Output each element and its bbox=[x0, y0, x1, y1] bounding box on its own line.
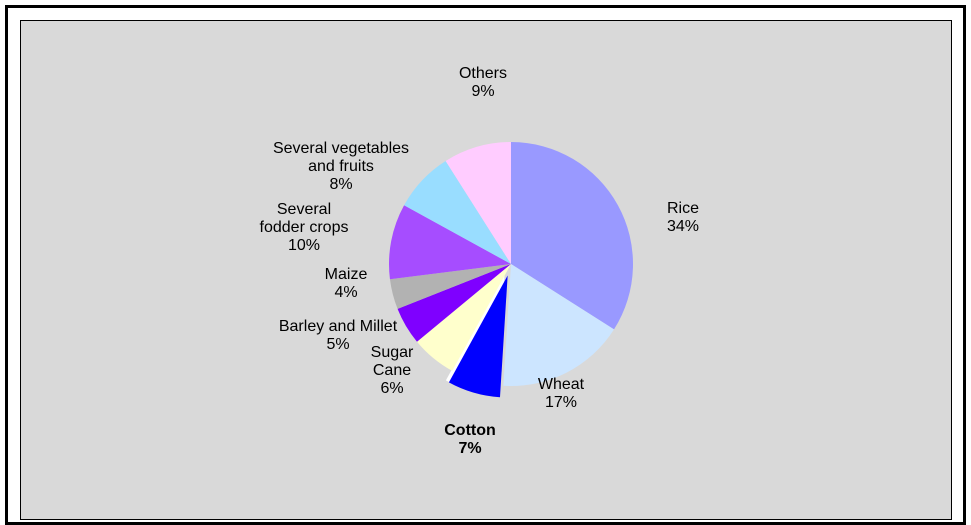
slice-label-name: Rice bbox=[667, 200, 699, 217]
pie-slice-wheat[interactable] bbox=[503, 264, 615, 386]
slice-label-cotton: Cotton 7% bbox=[444, 422, 496, 457]
slice-label-percent: 6% bbox=[380, 380, 403, 397]
slice-label-several-fodder-crops: Several fodder crops 10% bbox=[260, 201, 349, 254]
slice-label-others: Others 9% bbox=[459, 65, 507, 100]
plot-area: Rice 34% Wheat 17% Cotton 7% Sugar Cane 6% Barley… bbox=[20, 20, 952, 520]
pie-slice-several-vegetables-and-fruits[interactable] bbox=[404, 160, 511, 264]
slice-label-name: Sugar bbox=[371, 344, 414, 361]
slice-label-percent: 9% bbox=[471, 83, 494, 100]
slice-label-barley-and-millet: Barley and Millet 5% bbox=[279, 318, 398, 353]
slice-label-rice: Rice 34% bbox=[667, 200, 699, 235]
pie-chart: Rice 34%Wheat 17%Cotton 7%Sugar Cane 6%Barley… bbox=[260, 65, 700, 457]
slices-layer bbox=[389, 142, 633, 398]
slice-label-percent: 17% bbox=[545, 394, 577, 411]
slice-label-percent: 8% bbox=[329, 176, 352, 193]
pie-slice-barley-and-millet[interactable] bbox=[397, 264, 511, 342]
slice-label-name: Maize bbox=[325, 266, 368, 283]
pie-slice-rice[interactable] bbox=[511, 142, 633, 330]
slice-label-sugar-cane: Sugar Cane 6% bbox=[371, 344, 414, 397]
slice-label-name: Cotton bbox=[444, 422, 496, 439]
slice-label-name: Others bbox=[459, 65, 507, 82]
slice-label-name: Several vegetables bbox=[273, 140, 409, 157]
slice-label-name: Wheat bbox=[538, 376, 585, 393]
pie-slice-cotton[interactable] bbox=[448, 275, 508, 398]
slice-label-name: and fruits bbox=[308, 158, 374, 175]
slice-label-name: fodder crops bbox=[260, 219, 349, 236]
slice-label-wheat: Wheat 17% bbox=[538, 376, 585, 411]
chart-frame: Rice 34% Wheat 17% Cotton 7% Sugar Cane 6% Barley… bbox=[5, 5, 966, 525]
slice-label-several-vegetables-and-fruits: Several vegetables and fruits 8% bbox=[273, 140, 409, 193]
pie-slice-several-fodder-crops[interactable] bbox=[389, 205, 511, 280]
slice-label-percent: 5% bbox=[326, 336, 349, 353]
slice-label-percent: 7% bbox=[458, 440, 481, 457]
labels-layer: Rice 34%Wheat 17%Cotton 7%Sugar Cane 6%Barley… bbox=[260, 65, 700, 457]
slice-label-name: Several bbox=[277, 201, 331, 218]
slice-label-name: Cane bbox=[373, 362, 411, 379]
pie-slice-maize[interactable] bbox=[389, 264, 511, 309]
pie-slice-others[interactable] bbox=[445, 142, 511, 264]
slice-label-maize: Maize 4% bbox=[325, 266, 368, 301]
pie-slice-sugar-cane[interactable] bbox=[416, 264, 511, 371]
slice-label-percent: 34% bbox=[667, 218, 699, 235]
slice-label-name: Barley and Millet bbox=[279, 318, 398, 335]
slice-label-percent: 10% bbox=[288, 237, 320, 254]
slice-label-percent: 4% bbox=[334, 284, 357, 301]
